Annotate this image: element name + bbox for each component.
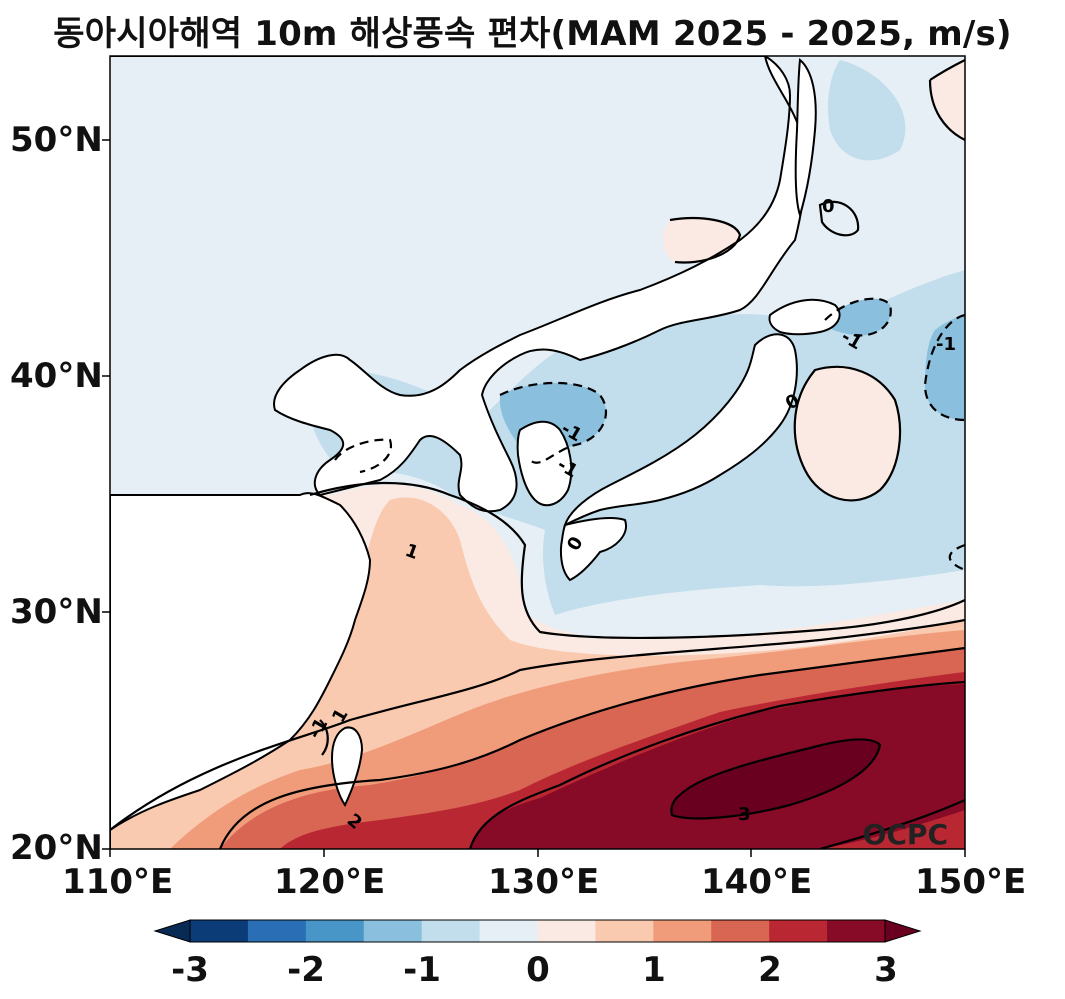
colorbar-cell (769, 920, 828, 942)
colorbar-cell (305, 920, 365, 942)
contour-minus-one-pacific (923, 313, 965, 422)
colorbar-cell (363, 920, 423, 942)
colorbar-tick-label: 2 (758, 950, 782, 990)
contour-two-se (819, 798, 965, 849)
contour-minus-one-bohai (334, 438, 393, 474)
contour-two (218, 646, 965, 849)
colorbar-cell (190, 920, 249, 942)
colorbar-cell (537, 920, 596, 942)
colorbar-cell (479, 920, 538, 942)
contour-three (670, 738, 882, 820)
land-hokkaido (768, 298, 841, 336)
contour-label: 3 (738, 804, 751, 825)
colorbar-cell (247, 920, 307, 942)
x-tick-label: 150°E (915, 862, 1027, 902)
contour-one (110, 618, 965, 831)
contour-zero-siberia (669, 217, 742, 264)
contour-minus-one-tsugaru (824, 297, 892, 337)
contour-lines (110, 59, 965, 849)
map-title: 동아시아해역 10m 해상풍속 편차(MAM 2025 - 2025, m/s) (53, 14, 1012, 54)
colorbar-tick-label: -1 (403, 950, 441, 990)
colorbar (153, 919, 922, 943)
colorbar-cells (190, 920, 886, 942)
colorbar-extend-high (884, 919, 922, 943)
colorbar-cell (711, 920, 770, 942)
contour-minus-one-yellowsea (499, 381, 607, 464)
land-korea (516, 420, 573, 507)
field-band-2.5-3 (470, 684, 965, 849)
colorbar-tick-label: -3 (171, 950, 209, 990)
field-negative-north (300, 270, 965, 615)
field-positive-ne (930, 60, 965, 140)
x-tick-label: 120°E (274, 862, 386, 902)
contour-label: -1 (936, 334, 956, 355)
colorbar-cell (595, 920, 654, 942)
contour-two-b (468, 680, 965, 849)
colorbar-tick-label: 3 (874, 950, 898, 990)
y-tick-label: 20°N (10, 828, 103, 868)
land-honshu (563, 333, 798, 527)
colorbar-tick-label: 0 (526, 950, 550, 990)
y-tick-label: 30°N (10, 592, 103, 632)
field-band-3-plus (671, 739, 880, 819)
land-sakhalin (794, 58, 817, 219)
land-china-coast (110, 492, 372, 849)
colorbar-cell (421, 920, 481, 942)
colorbar-cell (653, 920, 712, 942)
axis-ticks (102, 139, 966, 857)
x-tick-label: 140°E (701, 862, 813, 902)
colorbar-cell (827, 920, 886, 942)
colorbar-tick-label: 1 (642, 950, 666, 990)
contour-zero-pacific (793, 365, 902, 502)
contour-zero-okhotsk (818, 200, 860, 237)
field-patch-pacific (925, 315, 965, 420)
x-tick-label: 110°E (62, 862, 174, 902)
contour-one-taiwan (319, 719, 329, 756)
land-mask (110, 56, 841, 849)
colorbar-tick-label: -2 (287, 950, 325, 990)
colorbar-extend-low (153, 919, 191, 943)
watermark: OCPC (863, 818, 948, 851)
contour-label: 0 (822, 196, 835, 217)
x-tick-label: 130°E (488, 862, 600, 902)
field-negative-sea-east (828, 60, 906, 161)
land-taiwan (330, 726, 364, 807)
contour-zero-main (309, 481, 965, 640)
y-tick-label: 50°N (10, 120, 103, 160)
y-tick-label: 40°N (10, 356, 103, 396)
contour-lines-negative (334, 297, 965, 572)
field-positive-pacific (794, 366, 900, 501)
contour-minus-one-southeast (948, 543, 965, 572)
land-kyushu-shikoku (560, 516, 627, 582)
